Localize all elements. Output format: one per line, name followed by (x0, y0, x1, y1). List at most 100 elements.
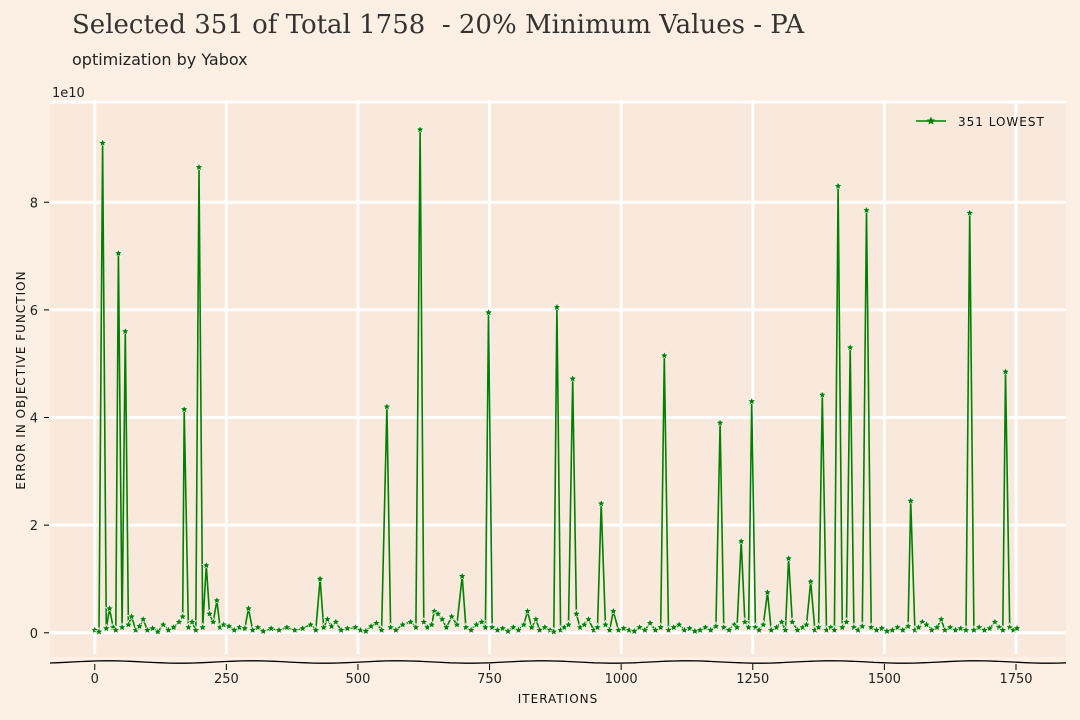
data-point-star-marker (266, 623, 276, 633)
data-point-star-marker (391, 625, 401, 635)
data-point-star-marker (355, 625, 366, 635)
data-point-star-marker (746, 396, 757, 406)
data-point-star-marker (208, 617, 218, 627)
data-point-star-marker (833, 181, 843, 191)
data-point-star-marker (861, 205, 872, 215)
data-point-star-marker (659, 350, 670, 360)
x-tick-label: 500 (346, 672, 371, 687)
data-point-star-marker (732, 622, 742, 632)
data-point-star-marker (758, 619, 769, 629)
data-point-star-marker (174, 617, 184, 627)
data-point-star-marker (411, 622, 421, 632)
data-point-star-marker (513, 625, 524, 635)
data-point-star-marker (655, 622, 666, 632)
data-point-star-marker (552, 302, 562, 312)
data-point-star-marker (419, 617, 429, 627)
data-point-star-marker (913, 622, 924, 632)
data-point-star-marker (776, 617, 787, 627)
data-point-star-marker (336, 625, 346, 635)
data-point-star-marker (964, 208, 975, 218)
legend-marker-star-icon (926, 116, 936, 125)
data-point-star-marker (608, 606, 619, 616)
data-point-star-marker (762, 587, 773, 597)
data-point-star-marker (234, 622, 245, 632)
data-point-star-marker (179, 404, 189, 414)
data-point-star-marker (905, 495, 916, 505)
data-point-star-marker (204, 608, 215, 618)
data-point-star-marker (218, 619, 229, 629)
chart-subtitle: optimization by Yabox (72, 50, 248, 69)
data-point-star-marker (780, 625, 791, 635)
data-point-star-marker (318, 622, 329, 632)
data-point-star-marker (624, 625, 634, 635)
y-tick-label: 2 (30, 519, 38, 534)
data-point-star-marker (857, 621, 868, 631)
data-point-star-marker (243, 603, 254, 613)
legend-label: 351 LOWEST (958, 115, 1045, 129)
data-point-star-marker (322, 614, 333, 624)
data-point-star-marker (640, 625, 650, 635)
data-point-star-marker (274, 625, 284, 635)
y-tick-label: 8 (30, 196, 38, 211)
x-tick-label: 1750 (999, 672, 1032, 687)
data-point-star-marker (331, 617, 341, 627)
data-point-star-marker (126, 611, 137, 621)
data-point-star-marker (138, 614, 148, 624)
x-axis-line (49, 660, 1067, 664)
x-tick-label: 0 (91, 672, 99, 687)
data-point-star-marker (290, 625, 300, 635)
data-point-star-marker (461, 622, 471, 632)
data-point-star-marker (305, 619, 316, 629)
data-point-star-marker (961, 625, 971, 635)
data-point-star-marker (282, 622, 292, 632)
x-tick-label: 1500 (868, 672, 901, 687)
x-axis-title: ITERATIONS (518, 692, 599, 706)
data-point-star-marker (813, 622, 824, 632)
data-point-star-marker (253, 622, 263, 632)
data-point-star-marker (483, 307, 494, 317)
data-point-star-marker (563, 619, 574, 629)
data-point-star-marker (168, 622, 179, 632)
data-point-star-marker (117, 622, 127, 632)
data-point-star-marker (984, 623, 995, 633)
data-point-star-marker (903, 621, 913, 631)
data-point-star-marker (183, 622, 194, 632)
data-point-star-marker (801, 619, 812, 629)
y-tick-label: 0 (30, 627, 38, 642)
data-point-star-marker (787, 617, 798, 627)
data-point-star-marker (1000, 366, 1011, 376)
data-point-star-marker (397, 619, 408, 629)
data-point-star-marker (240, 623, 250, 633)
data-point-star-marker (805, 576, 816, 586)
data-point-star-marker (736, 536, 746, 546)
axes (49, 660, 1067, 664)
data-point-star-marker (592, 622, 603, 632)
data-point-star-marker (452, 619, 462, 629)
data-point-star-marker (191, 625, 201, 635)
data-point-star-marker (1012, 623, 1022, 633)
data-point-star-marker (311, 625, 321, 635)
data-point-star-marker (740, 617, 750, 627)
data-point-star-marker (674, 619, 684, 629)
data-point-star-marker (571, 608, 582, 618)
data-point-star-marker (437, 614, 447, 624)
data-point-star-marker (433, 608, 443, 618)
data-point-star-marker (147, 623, 158, 633)
data-point-star-marker (113, 248, 124, 258)
data-point-star-marker (104, 603, 115, 613)
data-point-star-marker (382, 401, 392, 411)
tick-labels: 0 250 500 750 1000 1250 1500 1750 0 2 4 6 8 (30, 196, 1033, 687)
data-point-star-marker (94, 626, 104, 636)
data-point-star-marker (101, 623, 112, 633)
data-point-star-marker (715, 417, 725, 427)
y-tick-label: 6 (30, 304, 38, 319)
data-point-star-marker (158, 619, 168, 629)
data-point-star-marker (921, 619, 932, 629)
chart-title: Selected 351 of Total 1758 - 20% Minimum… (72, 10, 805, 40)
data-point-star-marker (645, 618, 655, 628)
data-point-star-marker (567, 373, 578, 383)
x-tick-label: 250 (214, 672, 239, 687)
grid-lines (50, 100, 1066, 654)
